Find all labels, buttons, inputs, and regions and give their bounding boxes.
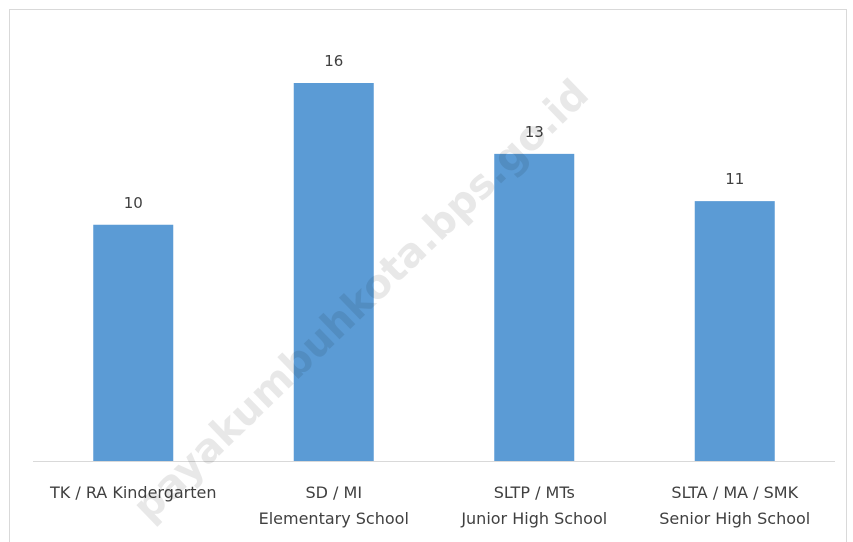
x-tick-label-2-0: SLTP / MTs	[494, 483, 575, 502]
bar-2	[494, 153, 575, 461]
data-labels-group: 10 16 13 11	[124, 52, 745, 212]
bar-0	[93, 224, 174, 461]
data-label-3: 11	[725, 170, 744, 188]
bar-1	[293, 83, 374, 461]
data-label-2: 13	[525, 123, 544, 141]
x-tick-label-1-0: SD / MI	[305, 483, 362, 502]
x-tick-labels-group: TK / RA Kindergarten SD / MI Elementary Sc…	[49, 483, 810, 528]
x-tick-label-3-1: Senior High School	[659, 509, 810, 528]
x-tick-label-1-1: Elementary School	[259, 509, 409, 528]
bar-3	[694, 201, 775, 461]
x-tick-label-3-0: SLTA / MA / SMK	[671, 483, 798, 502]
bars-group	[93, 83, 775, 461]
data-label-1: 16	[324, 52, 343, 70]
x-tick-label-0-0: TK / RA Kindergarten	[49, 483, 217, 502]
x-tick-label-2-1: Junior High School	[460, 509, 607, 528]
data-label-0: 10	[124, 194, 143, 212]
